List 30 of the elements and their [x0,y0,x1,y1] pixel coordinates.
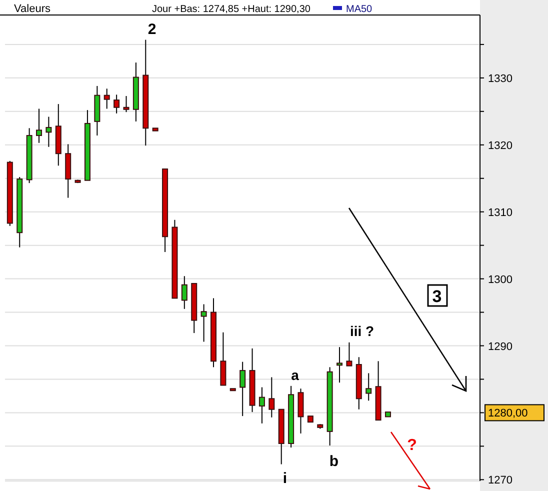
y-tick-label: 1290 [488,340,512,353]
annotation: ? [407,437,417,454]
annotation: Jour +Bas: 1274,85 +Haut: 1290,30 [152,4,311,15]
y-tick-label: 1300 [488,274,512,286]
candlestick [268,376,275,418]
annotation: Valeurs [14,3,51,15]
annotation: b [329,453,339,470]
candlestick [346,342,352,366]
y-tick-label: 1320 [488,140,512,152]
candlestick [258,386,265,424]
candlestick [104,88,110,110]
annotation: iii ? [350,323,374,339]
annotation: MA50 [346,4,373,15]
y-tick-label: 1310 [488,206,512,219]
y-tick-label: 1330 [488,72,512,85]
candlestick [366,372,372,402]
candlestick [36,108,42,144]
candlestick [123,96,130,113]
y-tick-label: 1280,00 [488,408,528,420]
annotation: i [282,470,288,487]
candlestick [114,94,120,114]
annotation: a [291,367,300,383]
annotation: 2 [148,21,156,38]
y-tick-label: 1270 [488,474,512,487]
candlestick [200,304,207,342]
candlestick [240,361,246,417]
annotation: 3 [432,287,442,306]
candlestick [336,346,343,384]
candlestick [46,116,52,148]
candlestick [181,276,188,310]
